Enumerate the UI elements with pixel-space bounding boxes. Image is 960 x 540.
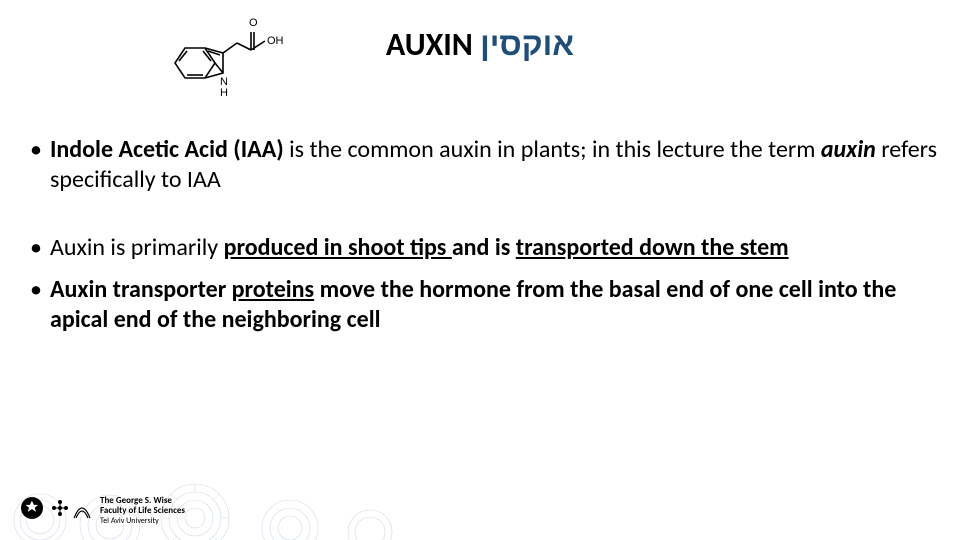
bullet-list: Indole Acetic Acid (IAA) is the common a… [28,135,938,335]
text-segment: and is [452,233,516,262]
title-he: אוקסין [480,25,574,64]
footer-logos [20,493,92,528]
affil-line3: Tel Aviv University [100,517,185,526]
text-segment: Auxin is primarily [50,233,224,262]
text-segment: Auxin transporter [50,275,232,304]
text-segment: proteins [232,275,314,304]
slide-title: AUXIN אוקסין [0,25,960,64]
slide-body: Indole Acetic Acid (IAA) is the common a… [28,135,938,373]
bullet-item: Auxin is primarily produced in shoot tip… [28,233,938,263]
title-en: AUXIN [386,25,473,64]
text-segment: is the common auxin in plants; in this l… [284,135,821,164]
text-segment: produced in shoot tips [224,233,452,262]
affiliation-block: The George S. Wise Faculty of Life Scien… [100,496,185,526]
slide: O OH N H AUXIN אוקסין Indole Acetic Acid… [0,0,960,540]
molecule-label-h: H [220,87,228,98]
text-segment: auxin [821,135,876,164]
bullet-item: Indole Acetic Acid (IAA) is the common a… [28,135,938,195]
text-segment: transported down the stem [516,233,789,262]
bullet-item: Auxin transporter proteins move the horm… [28,275,938,335]
text-segment: Indole Acetic Acid (IAA) [50,135,284,164]
